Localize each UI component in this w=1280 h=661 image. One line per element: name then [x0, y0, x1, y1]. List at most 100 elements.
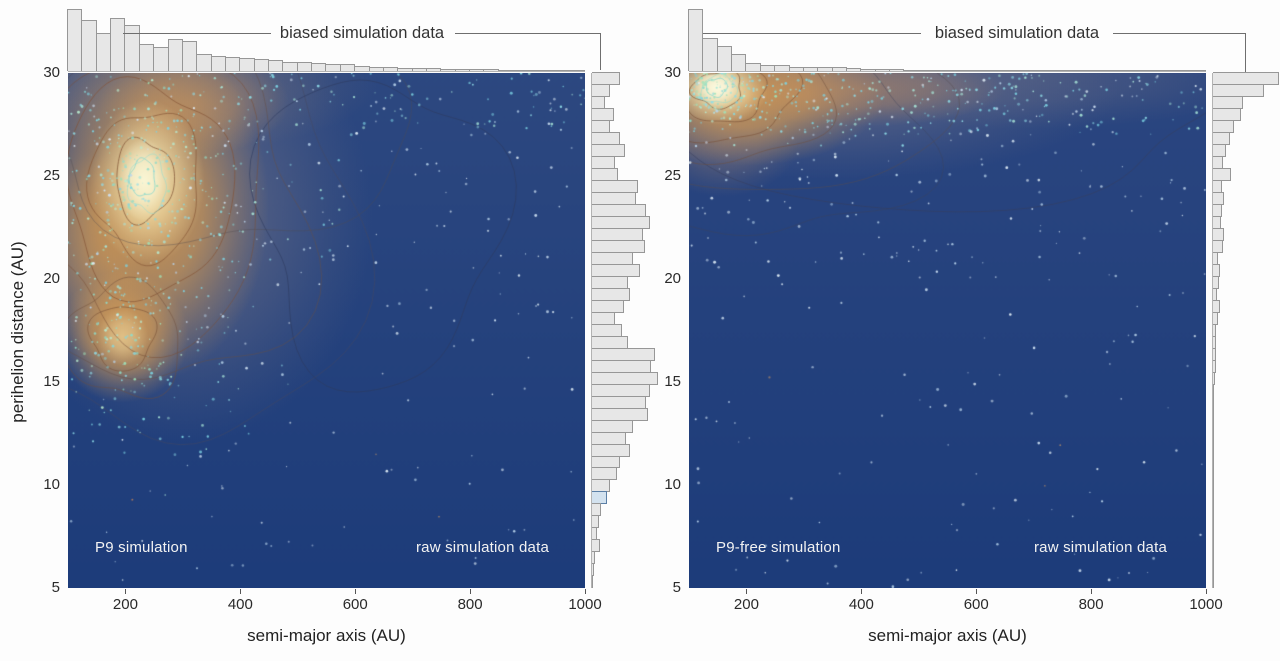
x-tick-label: 800 — [457, 596, 483, 613]
histogram-bar — [425, 68, 442, 71]
histogram-bar — [759, 64, 776, 71]
histogram-bar — [716, 45, 733, 71]
x-tick-mark — [584, 589, 586, 594]
top-marginal-histogram — [688, 9, 1206, 72]
histogram-bar — [1090, 70, 1106, 71]
histogram-bar — [903, 69, 919, 71]
joint-plot-p9-free-simulation: semi-major axis (AU) P9-free simulation … — [621, 0, 1280, 661]
histogram-bar — [1104, 70, 1120, 71]
histogram-bar — [469, 69, 485, 71]
histogram-bar — [946, 70, 962, 71]
histogram-bar — [296, 62, 313, 71]
bracket-line-vertical — [1245, 33, 1246, 72]
histogram-bar — [95, 32, 112, 71]
histogram-bar — [745, 62, 761, 71]
y-tick-label: 30 — [43, 64, 60, 81]
histogram-bar — [569, 70, 585, 71]
raw-data-label: raw simulation data — [415, 539, 549, 556]
x-tick-label: 1000 — [568, 596, 602, 613]
histogram-bar — [817, 67, 833, 71]
histogram-bar — [802, 67, 819, 71]
x-tick-label: 600 — [342, 596, 368, 613]
histogram-bar — [368, 66, 384, 71]
y-tick-label: 25 — [43, 167, 60, 184]
histogram-bar — [932, 70, 948, 71]
right-marginal-histogram — [1212, 72, 1279, 589]
histogram-bar — [110, 18, 126, 71]
x-axis-label: semi-major axis (AU) — [868, 626, 1027, 645]
histogram-bar — [138, 43, 155, 71]
histogram-bar — [411, 67, 427, 71]
histogram-bar — [1133, 70, 1149, 71]
y-tick-label: 15 — [43, 373, 60, 390]
histogram-bar — [124, 25, 140, 71]
density-heatmap-panel — [689, 73, 1206, 588]
histogram-bar — [282, 61, 298, 71]
histogram-bar — [1190, 70, 1206, 71]
histogram-bar — [382, 67, 399, 71]
y-tick-label: 20 — [43, 270, 60, 287]
histogram-bar — [540, 70, 557, 71]
histogram-bar — [497, 69, 514, 71]
histogram-bar — [1032, 70, 1048, 71]
histogram-bar — [210, 55, 226, 71]
histogram-bar — [224, 57, 241, 71]
histogram-bar — [526, 70, 542, 71]
histogram-bar — [960, 70, 977, 71]
raw-data-label: raw simulation data — [1033, 539, 1167, 556]
y-tick-label: 15 — [664, 373, 681, 390]
right-marginal-histogram — [591, 72, 658, 589]
histogram-bar — [845, 67, 862, 71]
histogram-bar — [354, 66, 370, 71]
biased-data-annotation: biased simulation data — [279, 24, 445, 42]
histogram-bar — [555, 70, 571, 71]
x-tick-mark — [239, 589, 241, 594]
bracket-line-left — [123, 33, 271, 34]
y-tick-label: 10 — [43, 476, 60, 493]
top-marginal-histogram — [67, 9, 585, 72]
x-tick-mark — [1205, 589, 1207, 594]
histogram-bar — [688, 9, 704, 71]
histogram-bar — [731, 54, 747, 71]
x-tick-label: 200 — [112, 596, 138, 613]
histogram-bar — [239, 57, 255, 71]
x-axis-label: semi-major axis (AU) — [247, 626, 406, 645]
histogram-bar — [268, 60, 284, 71]
histogram-bar — [397, 67, 413, 71]
histogram-bar — [1176, 70, 1192, 71]
bracket-line-right — [1113, 33, 1245, 34]
x-tick-mark — [124, 589, 126, 594]
x-tick-mark — [469, 589, 471, 594]
x-tick-mark — [745, 589, 747, 594]
histogram-bar — [1046, 70, 1063, 71]
histogram-bar — [1213, 575, 1214, 589]
histogram-bar — [1075, 70, 1092, 71]
x-tick-mark — [1090, 589, 1092, 594]
histogram-bar — [181, 41, 198, 71]
histogram-bar — [1018, 70, 1034, 71]
histogram-bar — [889, 69, 905, 71]
histogram-bar — [512, 69, 528, 71]
density-heatmap-panel — [68, 73, 585, 588]
histogram-bar — [860, 69, 876, 71]
histogram-bar — [339, 64, 356, 71]
histogram-bar — [1161, 70, 1178, 71]
panel-title-label: P9-free simulation — [716, 539, 841, 556]
histogram-bar — [153, 47, 169, 71]
histogram-bar — [1147, 70, 1163, 71]
x-tick-label: 1000 — [1189, 596, 1223, 613]
biased-data-annotation: biased simulation data — [934, 24, 1100, 42]
histogram-bar — [167, 38, 183, 71]
histogram-bar — [975, 70, 991, 71]
histogram-bar — [831, 67, 847, 71]
y-tick-label: 25 — [664, 167, 681, 184]
panel-title-label: P9 simulation — [95, 539, 188, 556]
histogram-bar — [440, 68, 456, 71]
histogram-bar — [311, 62, 327, 71]
histogram-bar — [81, 20, 97, 71]
x-tick-label: 400 — [227, 596, 253, 613]
histogram-bar — [1213, 167, 1232, 181]
y-axis-label: perihelion distance (AU) — [8, 241, 27, 423]
x-tick-label: 600 — [963, 596, 989, 613]
